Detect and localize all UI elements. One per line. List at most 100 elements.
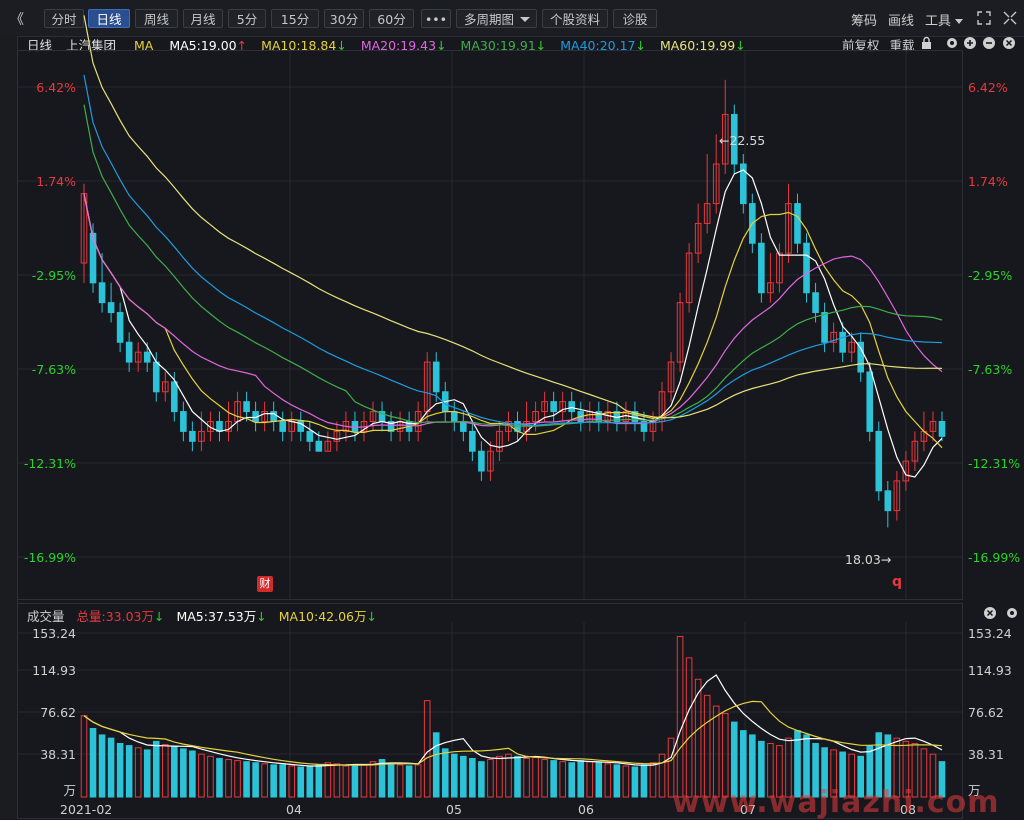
volume-bar	[767, 742, 774, 798]
candle-body	[929, 420, 937, 432]
dropdown-arrow-icon	[520, 17, 530, 22]
volume-bar	[830, 749, 837, 798]
reload-button[interactable]: 重载	[889, 38, 915, 53]
volume-bar	[423, 700, 431, 798]
settings-icon[interactable]	[947, 38, 957, 48]
ma-label: MA	[134, 38, 154, 53]
volume-bar	[180, 748, 187, 798]
draw-line-button[interactable]: 画线	[888, 14, 915, 29]
close-icon[interactable]	[984, 607, 996, 619]
tab-7[interactable]: 60分	[369, 9, 414, 28]
tab-4[interactable]: 5分	[228, 9, 266, 28]
settings-icon[interactable]	[1007, 608, 1017, 618]
candle-body	[324, 440, 332, 452]
collapse-left-icon[interactable]: 《	[10, 12, 24, 28]
ma40-line	[83, 74, 943, 426]
candle-body	[568, 401, 576, 413]
x-tick-label: 2021-02	[60, 802, 113, 817]
adjust-forward-button[interactable]: 前复权	[842, 38, 880, 53]
volume-bar	[125, 745, 133, 798]
tab-5[interactable]: 15分	[271, 9, 319, 28]
fullscreen-icon[interactable]	[1003, 11, 1017, 25]
volume-bar	[89, 728, 97, 798]
volume-bar	[902, 740, 910, 798]
volume-bar	[198, 753, 205, 798]
volume-ma10-text: MA10:42.06万	[278, 609, 367, 624]
expand-icon[interactable]	[977, 11, 991, 25]
candle-body	[351, 420, 359, 432]
price-tick-r: -16.99%	[968, 550, 1021, 565]
dropdown-arrow-icon	[955, 19, 964, 24]
period-label: 日线	[27, 38, 53, 53]
tab-0[interactable]: 分时	[44, 9, 84, 28]
candle-body	[469, 430, 476, 452]
volume-bar	[893, 737, 901, 798]
zoom-in-icon[interactable]	[964, 37, 976, 49]
volume-bar	[776, 745, 783, 798]
low-price-annotation: 18.03→	[845, 552, 892, 567]
volume-bar	[279, 764, 286, 798]
tools-button[interactable]: 工具	[925, 10, 964, 29]
candle-body	[478, 450, 485, 472]
price-tick-l: -7.63%	[31, 362, 76, 377]
candle-body	[830, 331, 837, 343]
zoom-out-icon[interactable]	[983, 37, 995, 49]
ma5-value: MA5:19.00↑	[169, 38, 247, 53]
volume-tick-l: 万	[63, 783, 76, 798]
candle-body	[189, 430, 196, 442]
arrow-down-icon: ↓	[535, 38, 547, 53]
price-tick-r: 6.42%	[968, 80, 1008, 95]
more-button[interactable]: •••	[421, 9, 451, 28]
candle-body	[595, 411, 603, 422]
price-tick-l: 6.42%	[36, 80, 76, 95]
volume-panel-icons	[984, 607, 1017, 619]
volume-bar	[929, 753, 937, 798]
candle-body	[776, 252, 783, 284]
candle-body	[839, 331, 846, 353]
candle-body	[161, 381, 169, 393]
volume-tick-r: 38.31	[968, 747, 1004, 762]
lock-icon[interactable]	[922, 36, 931, 50]
ma20-text: MA20:19.43	[360, 38, 437, 53]
volume-bar	[288, 765, 296, 798]
toolbar: 《 分时 日线 周线 月线 5分 15分 30分 60分 ••• 多周期图 个股资料 诊股 筹…	[0, 0, 1024, 37]
arrow-up-icon: ↑	[236, 38, 248, 53]
price-tick-r: -7.63%	[968, 362, 1013, 377]
tab-1[interactable]: 日线	[88, 9, 130, 28]
financial-report-badge[interactable]: 财	[257, 576, 273, 592]
stock-info-button[interactable]: 个股资料	[542, 9, 608, 28]
volume-bar	[740, 730, 747, 798]
candle-body	[703, 203, 711, 224]
chips-button[interactable]: 筹码	[851, 14, 878, 29]
volume-bar	[676, 635, 684, 798]
candle-body	[875, 430, 883, 492]
price-tick-l: 1.74%	[36, 174, 76, 189]
tab-6[interactable]: 30分	[324, 9, 364, 28]
volume-bar	[315, 764, 323, 798]
volume-bar	[613, 764, 621, 798]
diagnose-button[interactable]: 诊股	[613, 9, 657, 28]
price-tick-l: -16.99%	[23, 550, 76, 565]
volume-bar	[812, 742, 819, 798]
volume-tick-l: 153.24	[32, 626, 76, 641]
volume-bar	[559, 761, 566, 798]
candle-body	[694, 222, 702, 254]
volume-bar	[143, 749, 151, 798]
price-tick-l: -12.31%	[23, 456, 76, 471]
candle-body	[794, 203, 801, 244]
volume-bar	[496, 755, 503, 798]
candle-body	[812, 292, 819, 314]
close-icon[interactable]	[1003, 37, 1015, 49]
multi-period-dropdown[interactable]: 多周期图	[456, 9, 537, 28]
volume-bar	[270, 764, 277, 798]
q-marker-badge[interactable]: q	[892, 574, 903, 590]
candle-body	[261, 411, 268, 422]
tab-3[interactable]: 月线	[183, 9, 223, 28]
tab-2[interactable]: 周线	[135, 9, 178, 28]
candle-body	[198, 430, 205, 442]
volume-bar	[649, 762, 657, 798]
volume-bar	[261, 763, 268, 798]
candle-body	[279, 420, 286, 432]
chart-control-icons	[922, 36, 1015, 50]
